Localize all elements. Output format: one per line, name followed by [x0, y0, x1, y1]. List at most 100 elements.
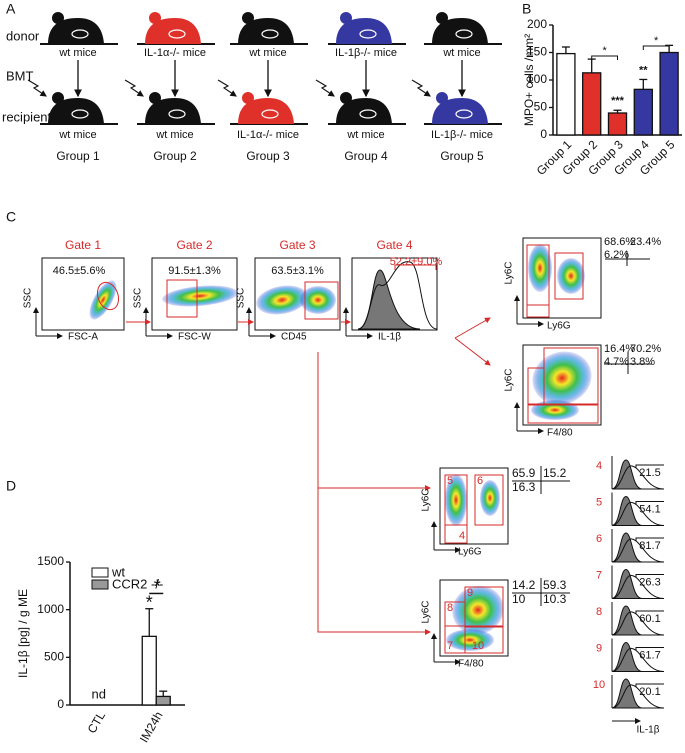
- label: SSC: [236, 288, 247, 309]
- label: 21.5: [639, 467, 660, 479]
- label: 3.8%: [630, 356, 655, 368]
- label: 15.2: [543, 466, 567, 480]
- label: 14.2: [512, 578, 536, 592]
- y-axis-label: IL-1β [pg] / g ME: [16, 589, 30, 678]
- x-tick-label: IM24h: [137, 709, 166, 745]
- donor-label: IL-1β-/- mice: [335, 47, 397, 59]
- label: F4/80: [547, 428, 573, 439]
- bar: [633, 88, 653, 136]
- label: 10: [512, 592, 526, 606]
- gate: [527, 404, 599, 424]
- label: 20.1: [639, 686, 660, 698]
- gate: [635, 537, 664, 541]
- histogram: [611, 605, 643, 636]
- histogram: [611, 532, 643, 563]
- row-label: recipient: [2, 109, 52, 124]
- gate: [96, 281, 120, 311]
- density: [532, 351, 592, 405]
- histogram: [611, 641, 643, 672]
- y-tick-label: 100: [527, 72, 547, 86]
- label: 10: [593, 679, 605, 691]
- y-tick-label: 0: [540, 127, 547, 141]
- label: 63.5±3.1%: [271, 265, 324, 277]
- gate: [635, 501, 664, 505]
- annotation: *: [602, 45, 607, 57]
- mouse-ear: [436, 92, 448, 104]
- gate: [464, 586, 504, 628]
- density: [557, 258, 585, 294]
- mouse-ear: [242, 12, 254, 24]
- histogram: [611, 678, 643, 709]
- gate: [166, 279, 198, 318]
- y-tick-label: 500: [44, 650, 64, 664]
- histogram: [611, 568, 643, 599]
- label: 91.5±1.3%: [168, 265, 221, 277]
- histogram: [611, 465, 665, 490]
- label: 7: [596, 569, 602, 581]
- y-tick-label: 0: [57, 697, 64, 711]
- density: [531, 400, 579, 420]
- irradiation: [411, 79, 431, 97]
- irradiation: [315, 79, 335, 97]
- row-label: BMT: [6, 68, 34, 83]
- label: 81.7: [639, 540, 660, 552]
- label: 9: [467, 587, 473, 599]
- label: 5: [447, 475, 453, 487]
- bar: [659, 51, 679, 136]
- group-label: Group 4: [344, 149, 388, 163]
- label: 26.3: [639, 576, 660, 588]
- mouse-spot: [455, 29, 473, 39]
- gate: [543, 347, 599, 405]
- quad: [605, 251, 650, 266]
- histogram: [611, 684, 665, 709]
- legend-swatch: [91, 579, 109, 590]
- quad: [512, 466, 570, 494]
- mouse-ear: [52, 12, 64, 24]
- mouse-ear: [149, 12, 161, 24]
- bracket: [591, 55, 618, 60]
- group-label: Group 1: [56, 149, 100, 163]
- gate: [554, 252, 584, 300]
- gate: [526, 304, 550, 318]
- annotation: *: [146, 593, 153, 613]
- mouse-spot: [168, 29, 186, 39]
- mouse-ear: [242, 92, 254, 104]
- label: 16.3: [512, 480, 536, 494]
- donor-label: wt mice: [442, 47, 480, 59]
- gate: [635, 683, 664, 687]
- mouse-spot: [359, 109, 377, 119]
- y-tick-label: 50: [534, 100, 548, 114]
- row-label: donor: [6, 28, 40, 43]
- donor-label: wt mice: [248, 47, 286, 59]
- mouse-ear: [340, 12, 352, 24]
- label: Gate 3: [279, 238, 315, 252]
- legend-swatch: [91, 567, 109, 578]
- histogram: [611, 574, 665, 599]
- histogram: [357, 261, 438, 330]
- label: 8: [596, 606, 602, 618]
- flow-arrow: [454, 337, 491, 366]
- label: 54.1: [639, 503, 660, 515]
- y-tick-label: 150: [527, 45, 547, 59]
- histogram: [611, 538, 665, 563]
- density: [256, 285, 308, 315]
- label: Ly6G: [547, 321, 571, 332]
- label: 65.9: [512, 466, 536, 480]
- label: 70.2%: [630, 343, 661, 355]
- mouse-spot: [71, 109, 89, 119]
- density: [162, 285, 238, 307]
- recipient-label: IL-1α-/- mice: [237, 129, 299, 141]
- bracket: [642, 45, 670, 50]
- mouse-ear: [436, 12, 448, 24]
- label: 8: [447, 602, 453, 614]
- label: 61.7: [639, 649, 660, 661]
- donor-label: IL-1α-/- mice: [144, 47, 206, 59]
- label: Ly6C: [421, 489, 432, 512]
- gate: [444, 524, 468, 544]
- group-label: Group 3: [246, 149, 290, 163]
- legend-label: wt: [111, 564, 125, 579]
- panel-label: C: [6, 209, 16, 225]
- label: Gate 1: [65, 238, 101, 252]
- label: 9: [596, 642, 602, 654]
- label: 6.2%: [604, 249, 629, 261]
